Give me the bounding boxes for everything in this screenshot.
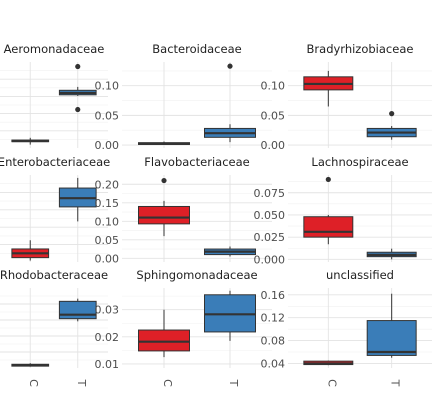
- outlier-point: [389, 111, 395, 117]
- x-tick-label: C: [27, 379, 40, 387]
- y-tick-label: 0.05: [95, 234, 120, 247]
- box-T: [204, 246, 256, 257]
- facet-panel: Rhodobacteraceae C T: [0, 268, 108, 387]
- y-tick-label: 0.12: [261, 312, 286, 325]
- y-tick-label: 0.01: [95, 358, 120, 371]
- iqr-box: [366, 320, 417, 356]
- facet-panel: unclassified 0.04 0.08 0.12 0.16 C T: [261, 268, 432, 387]
- facet-title: Aeromonadaceae: [4, 42, 105, 56]
- y-tick-label: 0.20: [95, 178, 120, 191]
- y-tick-label: 0.08: [261, 335, 286, 348]
- outlier-point: [75, 106, 81, 113]
- box-T: [366, 293, 417, 358]
- box-C: [138, 141, 190, 146]
- facet-panel: Sphingomonadaceae 0.01 0.02 0.03 C T: [95, 268, 272, 387]
- y-tick-label: 0.03: [95, 304, 120, 317]
- outlier-point: [75, 63, 81, 70]
- y-tick-label: 0.050: [254, 209, 286, 222]
- y-tick-label: 0.00: [95, 252, 120, 265]
- x-tick-label: T: [75, 379, 88, 387]
- y-tick-label: 0.00: [95, 139, 120, 152]
- y-tick-label: 0.10: [261, 80, 286, 93]
- y-tick-label: 0.02: [95, 331, 120, 344]
- y-tick-label: 0.00: [261, 139, 286, 152]
- facet-panel: Bradyrhizobiaceae 0.00 0.05 0.10: [261, 42, 432, 152]
- facet-title: Lachnospiraceae: [311, 155, 408, 169]
- iqr-box: [138, 329, 190, 352]
- y-tick-label: 0.000: [254, 253, 286, 266]
- facet-panel: Flavobacteriaceae 0.00 0.05 0.10 0.15 0.20: [95, 155, 272, 265]
- box-C: [11, 363, 50, 367]
- x-tick-label: C: [161, 379, 174, 387]
- outlier-point: [227, 63, 233, 69]
- y-tick-label: 0.075: [254, 187, 286, 200]
- y-tick-label: 0.04: [261, 357, 286, 370]
- box-T: [58, 63, 97, 113]
- y-tick-label: 0.16: [261, 289, 286, 302]
- outlier-point: [161, 177, 167, 184]
- facet-title: Rhodobacteraceae: [0, 268, 108, 282]
- facet-title: Enterobacteriaceae: [0, 155, 110, 169]
- box-T: [366, 111, 417, 140]
- box-C: [11, 240, 50, 261]
- box-C: [138, 177, 190, 237]
- box-T: [204, 290, 256, 341]
- facet-panel: Aeromonadaceae: [0, 42, 108, 148]
- facet-title: Flavobacteriaceae: [144, 155, 249, 169]
- box-T: [58, 298, 97, 322]
- iqr-box: [303, 216, 354, 238]
- iqr-box: [138, 205, 190, 225]
- facet-title: unclassified: [326, 268, 394, 282]
- x-tick-label: T: [227, 379, 240, 387]
- y-tick-label: 0.15: [95, 197, 120, 210]
- facet-title: Bradyrhizobiaceae: [307, 42, 414, 56]
- facet-panel: Bacteroidaceae 0.00 0.05 0.10: [95, 42, 272, 152]
- facet-panel: Lachnospiraceae 0.000 0.025 0.050 0.075: [254, 155, 432, 266]
- y-tick-label: 0.025: [254, 231, 286, 244]
- y-tick-label: 0.10: [95, 215, 120, 228]
- box-T: [58, 177, 97, 222]
- facet-title: Bacteroidaceae: [152, 42, 241, 56]
- y-tick-label: 0.10: [95, 80, 120, 93]
- box-C: [11, 137, 50, 145]
- box-T: [366, 248, 417, 260]
- box-C: [138, 309, 190, 358]
- facet-title: Sphingomonadaceae: [136, 268, 257, 282]
- iqr-box: [58, 300, 97, 320]
- box-T: [204, 63, 256, 143]
- box-C: [303, 360, 354, 366]
- y-tick-label: 0.05: [95, 109, 120, 122]
- facet-panel: Enterobacteriaceae: [0, 155, 110, 262]
- y-tick-label: 0.05: [261, 109, 286, 122]
- box-C: [303, 176, 354, 245]
- box-C: [303, 70, 354, 107]
- x-tick-label: C: [325, 379, 338, 387]
- outlier-point: [325, 176, 331, 183]
- x-tick-label: T: [389, 379, 402, 387]
